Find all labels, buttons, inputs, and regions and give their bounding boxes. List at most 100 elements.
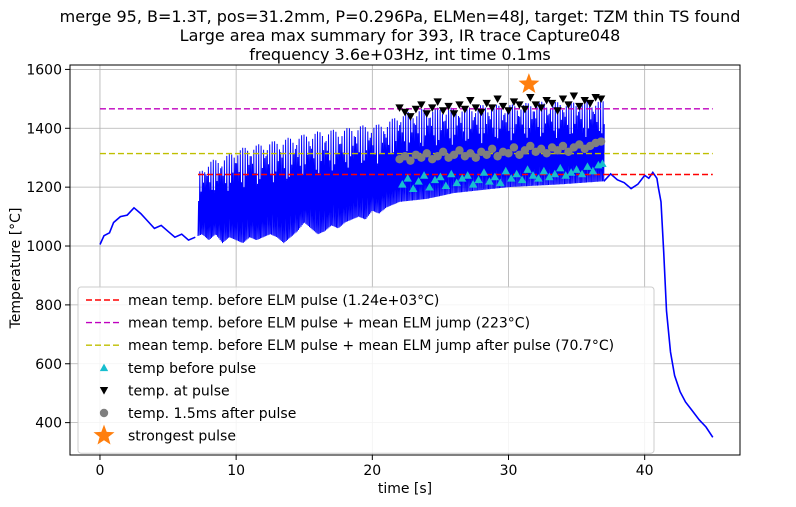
before-pulse-point — [523, 165, 532, 173]
before-pulse-point — [398, 180, 407, 188]
trace-pre-elm — [99, 206, 196, 245]
after-pulse-point — [596, 137, 606, 146]
at-pulse-point — [449, 110, 459, 118]
chart-title: merge 95, B=1.3T, pos=31.2mm, P=0.296Pa,… — [60, 7, 741, 64]
trace-post-elm — [603, 170, 714, 438]
chart-title-line-2: Large area max summary for 393, IR trace… — [180, 26, 621, 45]
y-axis-ticks: 400 600 800 1000 1200 1400 1600 — [26, 62, 70, 432]
before-pulse-point — [566, 168, 576, 176]
after-pulse-point — [471, 153, 481, 162]
before-pulse-point — [479, 168, 489, 176]
before-pulse-point — [572, 165, 581, 173]
legend-swatch-before-pulse — [99, 363, 109, 372]
chart-title-line-1: merge 95, B=1.3T, pos=31.2mm, P=0.296Pa,… — [60, 7, 741, 26]
pulse-markers — [395, 73, 607, 192]
legend-label-mean-before: mean temp. before ELM pulse (1.24e+03°C) — [128, 293, 439, 309]
x-tick-label: 20 — [363, 463, 381, 479]
before-pulse-point — [577, 169, 587, 178]
at-pulse-point — [586, 99, 595, 108]
at-pulse-point — [444, 102, 453, 111]
x-tick-label: 40 — [636, 463, 654, 479]
at-pulse-point — [520, 105, 530, 114]
at-pulse-point — [395, 104, 404, 112]
legend-box — [77, 286, 655, 454]
before-pulse-point — [457, 174, 467, 182]
legend: mean temp. before ELM pulse (1.24e+03°C)… — [77, 286, 655, 454]
at-pulse-point — [536, 104, 546, 112]
before-pulse-point — [550, 169, 559, 178]
y-tick-label: 400 — [35, 416, 62, 432]
before-pulse-point — [598, 159, 607, 167]
at-pulse-point — [460, 105, 470, 114]
at-pulse-point — [466, 96, 475, 105]
before-pulse-point — [447, 169, 456, 178]
y-axis-label: Temperature [°C] — [8, 208, 24, 330]
before-pulse-point — [512, 169, 521, 178]
legend-label-mean-plus-jump-after: mean temp. before ELM pulse + mean ELM j… — [128, 338, 614, 354]
before-pulse-point — [468, 180, 478, 188]
after-pulse-point — [526, 141, 535, 151]
before-pulse-point — [583, 162, 592, 170]
legend-swatch-after-pulse — [99, 408, 109, 418]
after-pulse-point — [509, 143, 519, 152]
x-tick-label: 0 — [95, 463, 104, 479]
after-pulse-point — [558, 141, 568, 151]
before-pulse-point — [414, 177, 423, 185]
y-tick-label: 1400 — [26, 121, 62, 137]
at-pulse-point — [531, 101, 540, 109]
before-pulse-point — [561, 171, 570, 179]
legend-label-strongest: strongest pulse — [128, 429, 236, 445]
strongest-pulse-star — [518, 73, 540, 93]
before-pulse-point — [441, 181, 451, 190]
at-pulse-point — [575, 102, 584, 111]
legend-swatch-strongest — [93, 424, 115, 445]
after-pulse-point — [422, 149, 431, 158]
at-pulse-point — [498, 102, 508, 111]
at-pulse-point — [553, 107, 562, 115]
at-pulse-point — [471, 104, 481, 112]
at-pulse-point — [547, 99, 557, 108]
before-pulse-point — [430, 175, 440, 184]
before-pulse-point — [419, 171, 429, 179]
after-pulse-point — [455, 146, 464, 155]
at-pulse-point — [542, 96, 551, 105]
at-pulse-point — [569, 92, 579, 101]
before-pulse-point — [490, 172, 500, 181]
x-tick-label: 30 — [500, 463, 518, 479]
at-pulse-point — [411, 105, 421, 114]
before-pulse-point — [452, 178, 461, 187]
before-pulse-point — [496, 178, 505, 187]
at-pulse-point — [433, 98, 442, 106]
at-pulse-point — [422, 110, 431, 118]
before-pulse-point — [403, 174, 412, 182]
at-pulse-point — [428, 104, 437, 112]
before-pulse-point — [408, 184, 418, 192]
after-pulse-point — [406, 156, 415, 165]
x-axis-ticks: 0 10 20 30 40 — [95, 455, 654, 479]
y-tick-label: 1200 — [26, 180, 62, 196]
before-pulse-point — [507, 174, 516, 182]
after-pulse-point — [438, 147, 448, 157]
after-pulse-point — [487, 144, 497, 154]
before-pulse-point — [485, 177, 494, 185]
at-pulse-point — [509, 98, 519, 106]
before-pulse-point — [425, 182, 434, 191]
after-pulse-point — [504, 149, 513, 158]
y-tick-label: 800 — [35, 298, 62, 314]
before-pulse-point — [545, 172, 554, 181]
legend-label-at-pulse: temp. at pulse — [128, 383, 230, 399]
at-pulse-point — [417, 101, 426, 109]
at-pulse-point — [564, 101, 573, 109]
y-tick-label: 1600 — [26, 62, 62, 78]
at-pulse-point — [580, 96, 589, 105]
x-axis-label: time [s] — [378, 481, 432, 497]
legend-label-after-pulse: temp. 1.5ms after pulse — [128, 406, 296, 422]
before-pulse-point — [539, 166, 549, 175]
at-pulse-point — [477, 108, 486, 117]
at-pulse-point — [487, 104, 497, 112]
chart-title-line-3: frequency 3.6e+03Hz, int time 0.1ms — [249, 45, 551, 64]
at-pulse-point — [455, 101, 464, 109]
at-pulse-point — [493, 95, 502, 104]
